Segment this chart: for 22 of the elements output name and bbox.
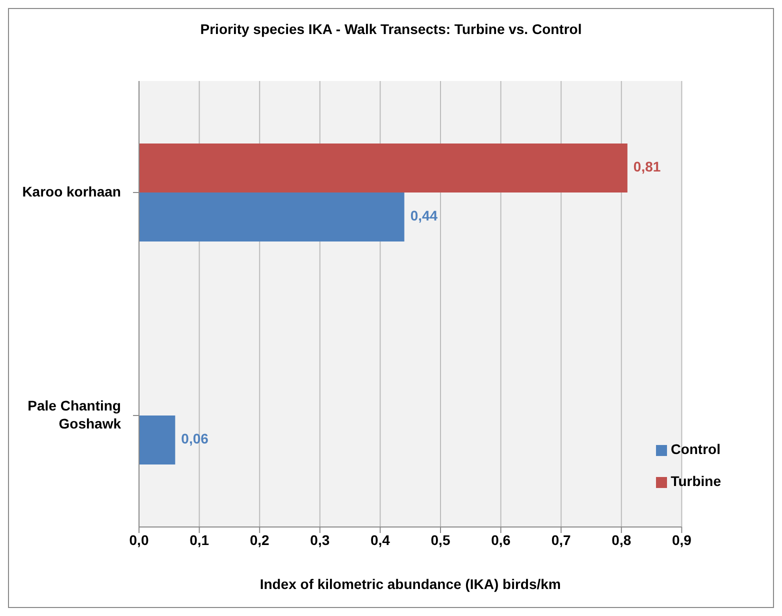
- x-tick-label: 0,9: [672, 532, 692, 548]
- x-tick-label: 0,6: [491, 532, 511, 548]
- bar: [139, 143, 628, 192]
- x-tick-label: 0,3: [310, 532, 330, 548]
- x-axis-title: Index of kilometric abundance (IKA) birds/km: [260, 576, 561, 592]
- x-tick-label: 0,7: [551, 532, 572, 548]
- chart-title: Priority species IKA - Walk Transects: Turbine vs. Control: [199, 20, 583, 39]
- data-label: 0,81: [633, 158, 661, 175]
- x-tick-label: 0,4: [370, 532, 390, 548]
- data-label: 0,44: [410, 208, 438, 224]
- x-tick-label: 0,0: [129, 532, 149, 548]
- x-tick-label: 0,1: [190, 532, 210, 548]
- legend-label: Turbine: [670, 473, 721, 489]
- x-tick-label: 0,8: [612, 532, 632, 548]
- y-tick-label: Karoo korhaan: [22, 183, 121, 200]
- data-label: 0,06: [181, 430, 209, 447]
- bar: [139, 192, 404, 242]
- legend-label: Control: [670, 441, 720, 457]
- bar: [139, 415, 176, 464]
- x-tick-label: 0,5: [430, 532, 450, 548]
- y-tick-label: Pale Chanting Goshawk: [28, 397, 122, 432]
- x-tick-label: 0,2: [250, 532, 270, 548]
